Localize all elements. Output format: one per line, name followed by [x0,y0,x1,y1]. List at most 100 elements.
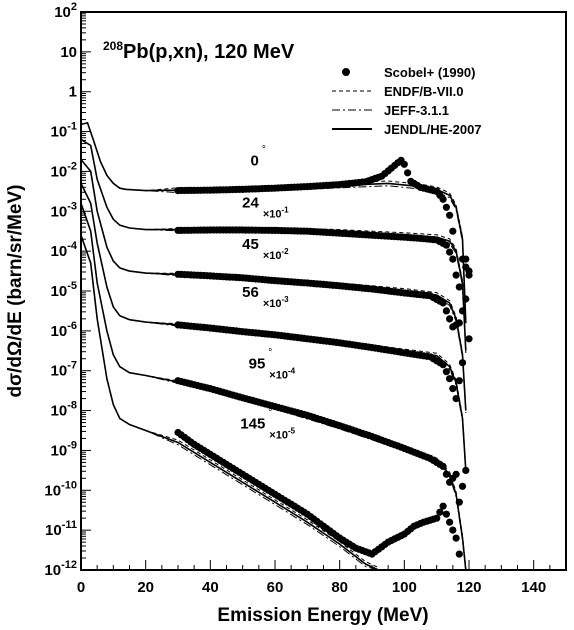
scale-factor-24: ×10-1 [263,205,289,220]
data-point [446,211,454,219]
data-point [458,307,467,315]
legend-label-jeff: JEFF-3.1.1 [384,103,449,118]
x-tick-label: 100 [392,579,417,596]
y-axis-title: dσ/dΩ/dE (barn/sr/MeV) [5,185,26,398]
chart-title: 208Pb(p,xn), 120 MeV [103,39,295,63]
y-tick-label: 10-3 [51,200,77,220]
plot-frame [80,11,567,571]
angle-label-24: 24 [242,194,259,211]
data-point [446,518,454,526]
data-point [455,550,463,558]
x-tick-label: 20 [137,579,154,596]
data-point [465,267,473,275]
angle-label-45: 45 [242,236,259,253]
degree-mark: ° [262,276,266,287]
y-tick-label: 10-4 [51,240,78,260]
x-tick-label: 60 [267,579,284,596]
y-tick-label: 10-10 [44,479,77,499]
data-point [452,534,460,542]
data-point [439,502,447,510]
data-point [449,385,457,393]
y-tick-label: 10-7 [51,360,77,380]
data-point [439,299,447,307]
data-point [458,482,467,490]
angle-label-56: 56 [242,284,259,301]
data-point [400,160,408,168]
scale-factor-145: ×10-5 [269,427,295,442]
data-point [433,514,441,522]
y-tick-label: 10-2 [51,160,77,180]
curve-endf [80,235,379,569]
x-tick-label: 120 [456,579,481,596]
curve-jeff [80,235,379,571]
data-point [436,508,444,516]
scale-factor-45: ×10-2 [263,247,289,262]
scale-factor-95: ×10-4 [269,367,295,382]
data-point [462,295,470,303]
angle-label-145: 145 [240,416,265,433]
data-point [439,462,447,470]
x-tick-label: 140 [521,579,546,596]
data-point [439,195,447,203]
y-tick-label: 10-5 [51,280,77,300]
data-point [462,255,470,263]
y-tick-label: 10-9 [51,439,77,459]
data-point [452,470,460,478]
curve-endf [80,183,467,469]
x-tick-label: 40 [202,579,219,596]
data-point [442,203,450,211]
y-tick-label: 1 [69,84,77,101]
y-tick-label: 10-12 [44,559,77,579]
y-tick-label: 10 [60,44,77,61]
y-tick-label: 10-1 [51,121,77,141]
data-point [404,169,412,177]
data-point [442,307,450,315]
degree-mark: ° [268,408,272,419]
scale-factor-56: ×10-3 [263,295,289,310]
degree-mark: ° [262,186,266,197]
experimental-points [174,156,473,558]
data-point [455,498,463,506]
data-point [442,470,450,478]
data-point [446,248,454,256]
legend-marker-scobel [342,68,350,76]
data-point [439,361,447,369]
degree-mark: ° [262,144,266,155]
data-point [442,510,450,518]
chart-title-superscript: 208 [103,39,123,53]
data-point [446,375,454,383]
data-point [449,227,457,235]
chart-title-main: Pb(p,xn), 120 MeV [123,41,295,63]
data-point [442,241,450,249]
y-tick-label: 102 [54,1,77,21]
data-point [455,319,463,327]
data-point [449,255,457,263]
data-point [446,315,454,323]
legend-label-scobel: Scobel+ (1990) [384,65,475,80]
data-point [465,335,473,343]
degree-mark: ° [268,348,272,359]
y-tick-label: 10-6 [51,320,77,340]
data-point [442,368,450,376]
legend-label-jendl: JENDL/HE-2007 [384,122,482,137]
y-tick-label: 10-8 [51,400,77,420]
angle-labels: 0°24°×10-145°×10-256°×10-395°×10-4145°×1… [240,144,295,441]
data-point [455,377,463,385]
y-tick-label: 10-11 [45,519,77,539]
data-point [452,271,460,279]
x-axis-title: Emission Energy (MeV) [217,605,428,626]
x-tick-label: 80 [331,579,348,596]
legend: Scobel+ (1990) ENDF/B-VII.0 JEFF-3.1.1 J… [332,65,482,137]
angle-label-95: 95 [249,356,266,373]
axis-ticks: 0 20 40 60 80 100 120 140 102 10 1 10-1 10-2 10-3 10-4… [44,1,551,596]
data-point [449,526,457,534]
x-tick-label: 0 [77,579,85,596]
data-point [462,466,470,474]
data-point [455,283,463,291]
degree-mark: ° [262,228,266,239]
legend-label-endf: ENDF/B-VII.0 [384,84,463,99]
data-point [452,395,460,403]
angle-label-0: 0 [250,152,258,169]
